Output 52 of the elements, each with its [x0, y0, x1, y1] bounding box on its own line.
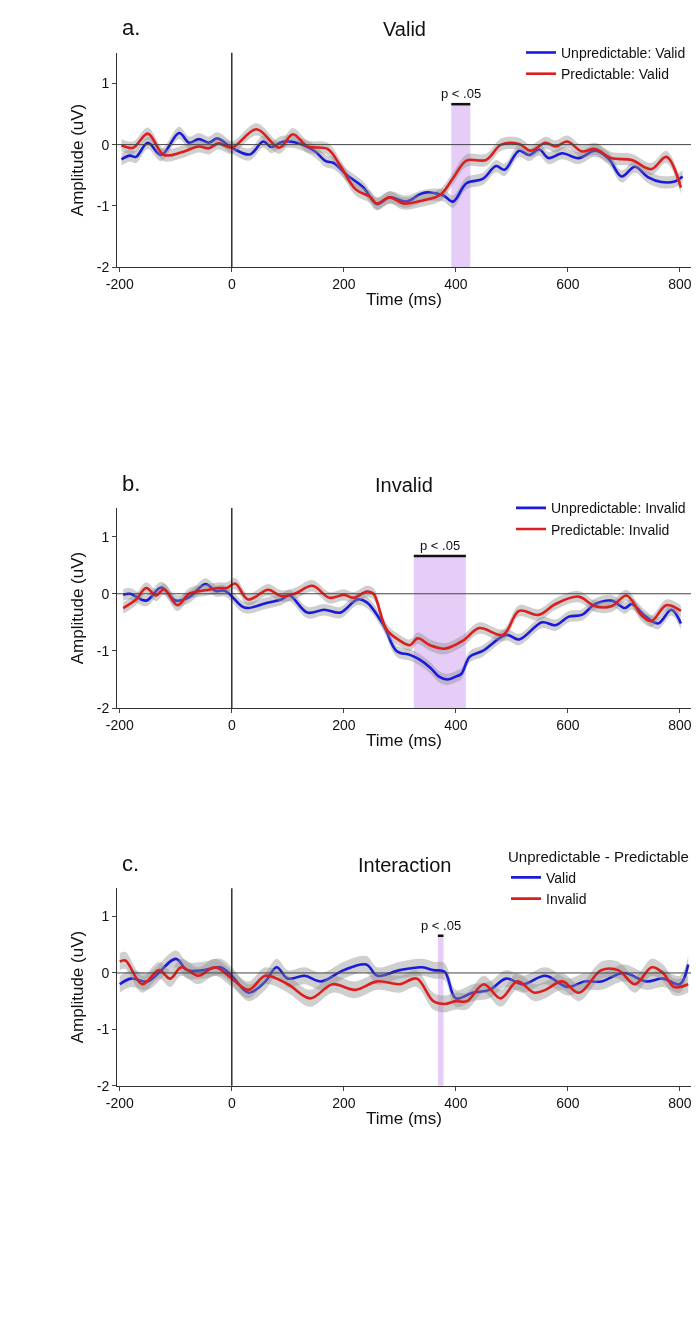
- x-tick-label: -200: [105, 716, 135, 733]
- y-axis-title: Amplitude (uV): [68, 551, 88, 665]
- y-axis-title: Amplitude (uV): [68, 103, 88, 217]
- chart-title: Interaction: [358, 854, 452, 876]
- legend-label: Unpredictable: Valid: [561, 44, 686, 61]
- band-label: p < .05: [421, 918, 462, 933]
- x-tick-label: 600: [556, 716, 580, 733]
- y-tick-label: 1: [101, 908, 110, 925]
- x-tick-label: 800: [668, 716, 692, 733]
- x-axis-title: Time (ms): [366, 731, 442, 751]
- legend-label: Unpredictable: Invalid: [551, 500, 686, 517]
- chart-title: Valid: [383, 18, 426, 40]
- text: b.: [122, 471, 141, 496]
- y-tick-label: 0: [101, 136, 110, 153]
- y-tick-label: -2: [96, 259, 110, 276]
- y-tick-label: 1: [101, 75, 110, 92]
- x-tick-label: -200: [105, 1094, 135, 1111]
- x-tick-label: 800: [668, 1094, 692, 1111]
- x-tick-label: 800: [668, 276, 692, 292]
- x-axis-title: Time (ms): [366, 1108, 442, 1128]
- y-tick-label: -2: [96, 1077, 110, 1094]
- x-tick-label: 0: [227, 716, 236, 733]
- y-tick-label: 0: [101, 964, 110, 981]
- y-tick-label: -1: [96, 642, 110, 659]
- legend-label: Invalid: [546, 891, 587, 908]
- y-axis-title: Amplitude (uV): [68, 930, 88, 1044]
- x-tick-label: 400: [444, 276, 468, 292]
- x-tick-label: 600: [556, 276, 580, 292]
- chart-title: Invalid: [375, 474, 433, 496]
- band-label: p < .05: [420, 538, 461, 553]
- x-tick-label: 600: [556, 1094, 580, 1111]
- x-tick-label: 200: [332, 276, 356, 292]
- legend-title: Unpredictable - Predictable: [508, 847, 689, 865]
- x-tick-label: -200: [105, 276, 135, 292]
- x-tick-label: 0: [227, 276, 236, 292]
- y-tick-label: -2: [96, 699, 110, 716]
- legend-label: Valid: [546, 869, 577, 886]
- text: a.: [122, 15, 141, 40]
- x-tick-label: 200: [332, 716, 356, 733]
- legend-label: Predictable: Invalid: [551, 521, 670, 538]
- y-tick-label: -1: [96, 197, 110, 214]
- x-tick-label: 200: [332, 1094, 356, 1111]
- y-tick-label: 1: [101, 528, 110, 545]
- x-tick-label: 0: [227, 1094, 236, 1111]
- x-tick-label: 400: [444, 1094, 468, 1111]
- x-axis-title: Time (ms): [366, 290, 442, 310]
- y-tick-label: -1: [96, 1021, 110, 1038]
- y-tick-label: 0: [101, 585, 110, 602]
- legend-label: Predictable: Valid: [561, 66, 669, 83]
- x-tick-label: 400: [444, 716, 468, 733]
- band-label: p < .05: [441, 86, 482, 101]
- text: c.: [122, 851, 140, 876]
